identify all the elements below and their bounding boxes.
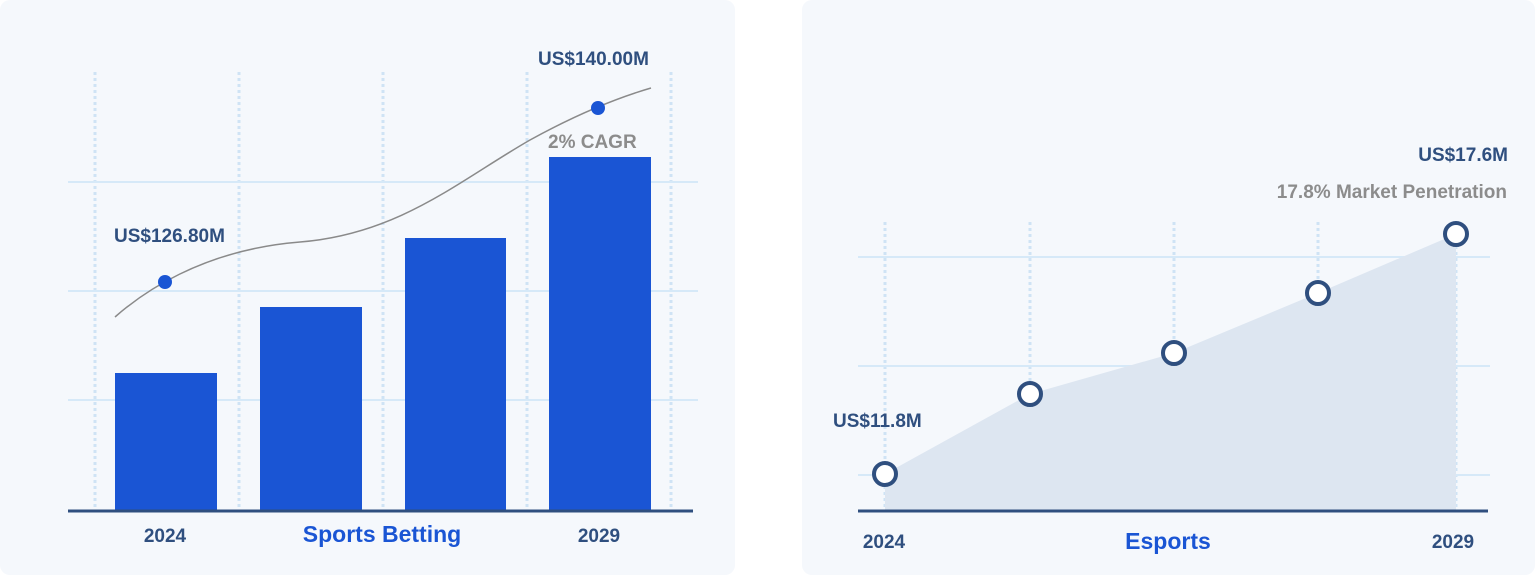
point — [1017, 381, 1043, 407]
end-label: US$140.00M — [538, 49, 649, 70]
note: 2% CAGR — [548, 132, 637, 153]
bar — [405, 238, 506, 511]
start-year: 2024 — [863, 532, 906, 553]
note: 17.8% Market Penetration — [1277, 182, 1507, 203]
bar — [115, 373, 217, 511]
point — [1161, 340, 1187, 366]
sports-chart: US$126.80M US$140.00M 2% CAGR 2024 Sport… — [68, 49, 698, 547]
chart-title: Sports Betting — [303, 521, 461, 547]
trend-curve — [114, 87, 652, 318]
bar — [260, 307, 362, 511]
point — [1443, 221, 1469, 247]
end-label: US$17.6M — [1418, 145, 1508, 166]
point — [872, 461, 898, 487]
point — [1305, 280, 1331, 306]
start-label: US$11.8M — [833, 411, 922, 432]
bar — [549, 157, 651, 511]
chart-title: Esports — [1125, 528, 1211, 554]
start-year: 2024 — [144, 526, 187, 547]
end-year: 2029 — [1432, 532, 1474, 553]
esports-chart: US$11.8M US$17.6M 17.8% Market Penetrati… — [833, 145, 1508, 554]
dot — [158, 275, 172, 289]
dot — [591, 101, 605, 115]
end-year: 2029 — [578, 526, 620, 547]
start-label: US$126.80M — [114, 226, 225, 247]
